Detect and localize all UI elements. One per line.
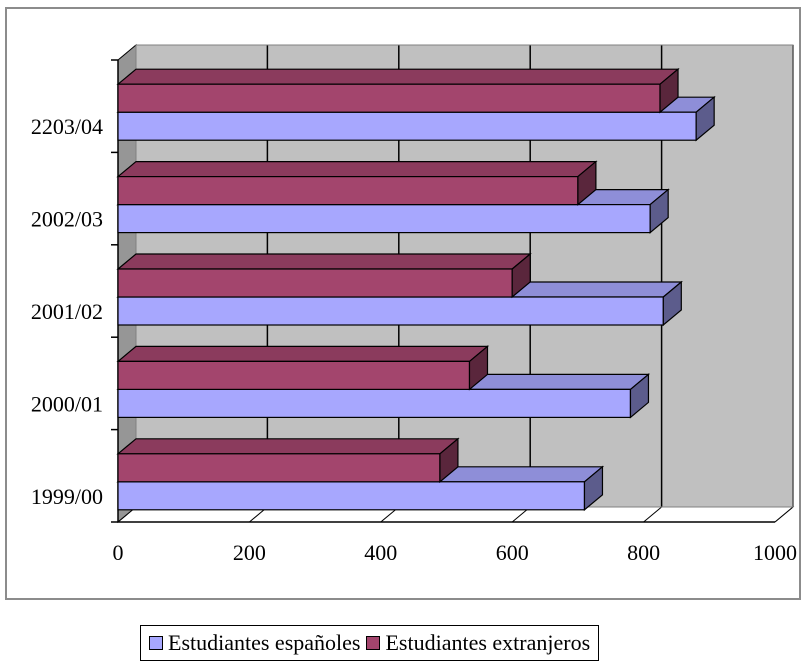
bar-extranjeros (117, 453, 441, 483)
floor-tick (643, 506, 662, 523)
bar-espanoles (117, 204, 651, 234)
bar-espanoles-side (662, 280, 682, 327)
legend-label-espanoles: Estudiantes españoles (168, 630, 361, 655)
bar-espanoles (117, 481, 586, 511)
bar-extranjeros-top (116, 438, 460, 455)
legend-label-extranjeros: Estudiantes extranjeros (385, 630, 591, 655)
y-tick-label: 2002/03 (31, 207, 103, 232)
bar-extranjeros-side (577, 160, 597, 206)
bar-extranjeros (117, 360, 471, 390)
bar-chart: 0 200 400 600 800 1000 1999/00 2000/01 2001/02 20… (31, 43, 797, 565)
bar-espanoles-side (695, 95, 715, 142)
bar-extranjeros-side (468, 345, 489, 391)
x-tick-label: 0 (113, 540, 124, 565)
y-tick-label: 2001/02 (31, 299, 103, 324)
bar-extranjeros (117, 176, 579, 206)
legend-item-extranjeros: Estudiantes extranjeros (366, 630, 590, 656)
y-tick-label: 2000/01 (31, 391, 103, 416)
y-tick-label: 2203/04 (31, 114, 103, 139)
bar-espanoles-side (629, 373, 650, 419)
bar-extranjeros (117, 83, 661, 113)
bar-extranjeros (117, 268, 513, 298)
x-tick-label: 400 (364, 540, 397, 565)
legend-swatch-extranjeros (366, 636, 381, 650)
legend-swatch-espanoles (149, 636, 163, 650)
bar-extranjeros-side (511, 252, 531, 299)
bar-extranjeros-top (116, 253, 532, 270)
legend: Estudiantes españoles Estudiantes extran… (140, 625, 600, 661)
bar-espanoles (117, 111, 697, 141)
y-tick-label: 1999/00 (31, 484, 103, 509)
bar-extranjeros-side (439, 437, 459, 484)
bar-espanoles-side (649, 188, 669, 234)
x-tick-label: 800 (627, 540, 660, 565)
bar-espanoles (117, 388, 632, 418)
bar-extranjeros-top (116, 345, 490, 362)
bar-espanoles-side (583, 465, 604, 512)
x-tick-label: 600 (496, 540, 529, 565)
bar-espanoles (117, 296, 664, 326)
x-tick-label: 1000 (753, 540, 797, 565)
bar-extranjeros-top (116, 68, 680, 85)
bar-extranjeros-side (659, 67, 679, 114)
bar-extranjeros-top (116, 161, 598, 178)
floor-tick (774, 506, 794, 523)
legend-item-espanoles: Estudiantes españoles (149, 630, 360, 656)
x-tick-label: 200 (233, 540, 266, 565)
